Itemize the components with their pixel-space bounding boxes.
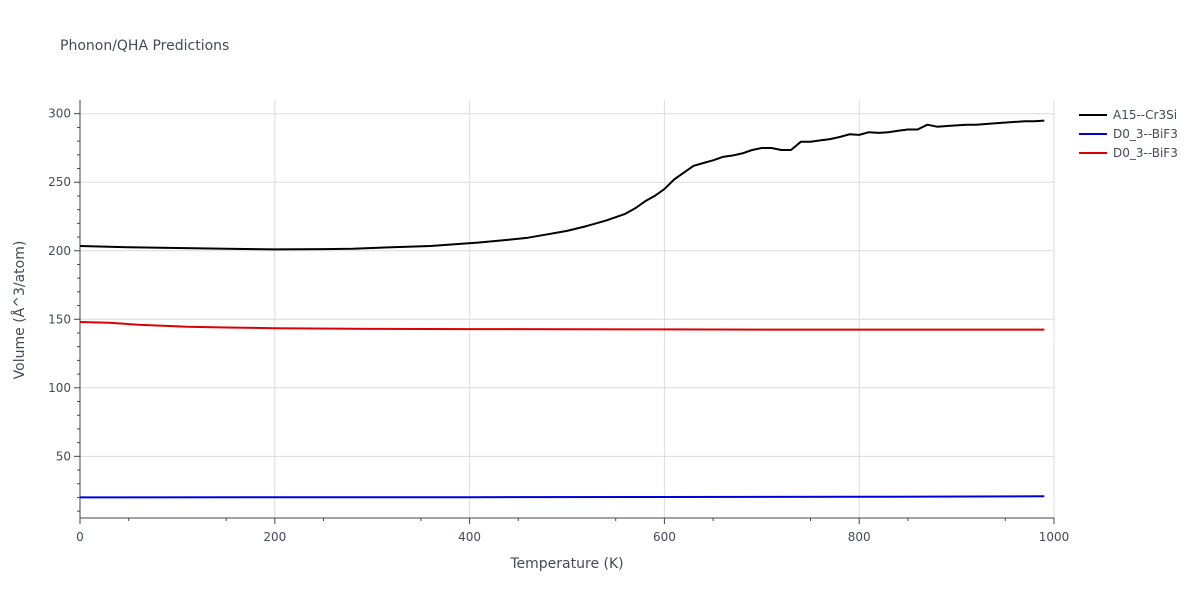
x-tick-label: 200 xyxy=(263,530,286,544)
x-axis-title: Temperature (K) xyxy=(509,556,623,572)
axes xyxy=(74,100,1055,524)
x-tick-label: 0 xyxy=(76,530,84,544)
legend-item-2[interactable]: D0_3--BiF3 xyxy=(1079,146,1178,160)
series-line-2 xyxy=(79,321,1045,331)
legend-item-0[interactable]: A15--Cr3Si xyxy=(1079,108,1177,122)
x-tick-label: 1000 xyxy=(1039,530,1070,544)
series-lines xyxy=(79,119,1045,499)
legend-item-1[interactable]: D0_3--BiF3 xyxy=(1079,127,1178,141)
y-tick-labels: 50 100 150 200 250 300 xyxy=(48,107,71,464)
y-tick-label: 200 xyxy=(48,244,71,258)
legend-label: D0_3--BiF3 xyxy=(1113,146,1178,160)
grid-lines xyxy=(80,100,1055,518)
y-tick-label: 50 xyxy=(56,449,71,463)
y-axis-title: Volume (Å^3/atom) xyxy=(11,241,28,380)
legend-label: D0_3--BiF3 xyxy=(1113,127,1178,141)
y-tick-label: 100 xyxy=(48,381,71,395)
x-tick-label: 800 xyxy=(848,530,871,544)
x-tick-label: 600 xyxy=(653,530,676,544)
y-tick-label: 300 xyxy=(48,107,71,121)
series-line-1 xyxy=(79,495,1045,499)
series-line-0 xyxy=(79,119,1045,251)
x-tick-labels: 0 200 400 600 800 1000 xyxy=(76,530,1069,544)
legend-label: A15--Cr3Si xyxy=(1113,108,1177,122)
chart-title: Phonon/QHA Predictions xyxy=(60,38,229,54)
x-tick-label: 400 xyxy=(458,530,481,544)
legend[interactable]: A15--Cr3Si D0_3--BiF3 D0_3--BiF3 xyxy=(1079,108,1178,160)
y-tick-label: 150 xyxy=(48,312,71,326)
y-tick-label: 250 xyxy=(48,175,71,189)
